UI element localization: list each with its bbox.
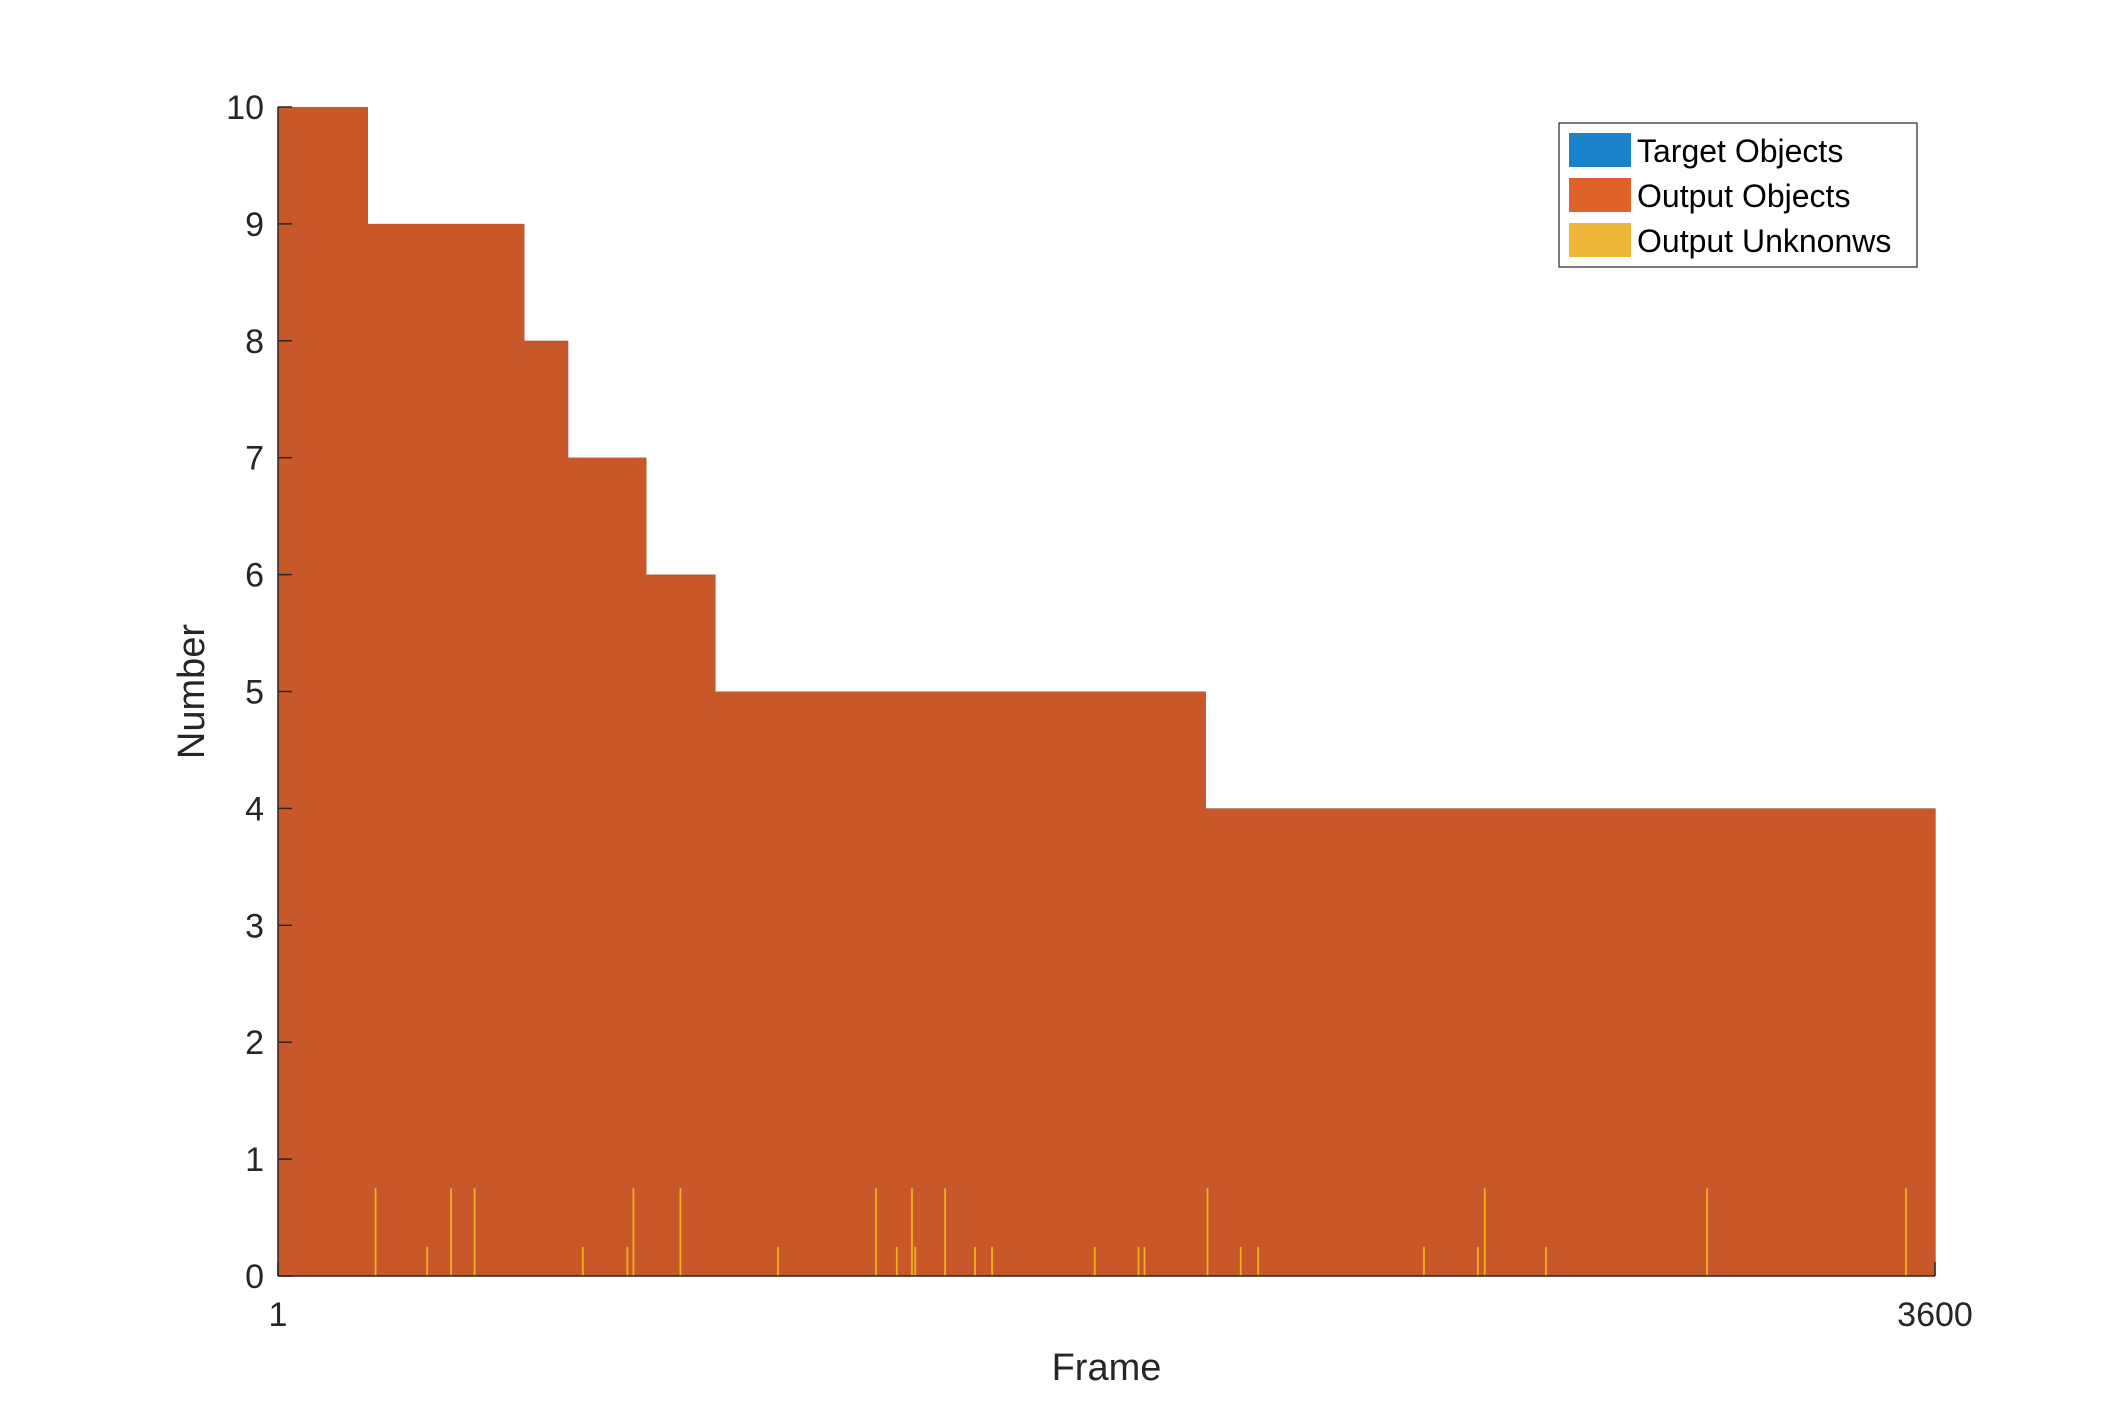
unknown-spike-3	[473, 1188, 476, 1276]
legend-label-1: Output Objects	[1637, 178, 1850, 214]
y-tick-label: 3	[245, 907, 264, 945]
y-tick-label: 0	[245, 1258, 264, 1296]
unknown-spike-17	[1137, 1246, 1140, 1276]
unknown-spike-9	[875, 1188, 877, 1276]
unknown-spike-4	[581, 1246, 584, 1276]
unknown-spike-20	[1239, 1246, 1242, 1276]
bar-output-objects-2	[523, 340, 569, 1276]
bar-output-objects-4	[645, 574, 716, 1276]
bar-output-objects-0	[278, 107, 368, 1276]
x-tick-label: 1	[269, 1296, 288, 1334]
unknown-spike-26	[1706, 1188, 1708, 1276]
unknown-spike-13	[944, 1188, 947, 1276]
y-tick-label: 8	[245, 323, 264, 361]
unknown-spike-6	[632, 1188, 635, 1276]
unknown-spike-27	[1905, 1188, 1907, 1276]
y-tick-label: 6	[245, 557, 264, 595]
y-tick-label: 10	[226, 89, 264, 127]
unknown-spike-19	[1206, 1188, 1209, 1276]
unknown-spike-11	[911, 1188, 913, 1276]
unknown-spike-12	[914, 1246, 917, 1276]
bar-output-objects-3	[567, 457, 647, 1276]
legend-swatch-0	[1569, 133, 1631, 167]
unknown-spike-7	[679, 1188, 682, 1276]
unknown-spike-14	[974, 1246, 976, 1276]
x-tick-label: 3600	[1897, 1296, 1973, 1334]
legend-label-0: Target Objects	[1637, 133, 1843, 169]
y-tick-label: 1	[245, 1141, 264, 1179]
y-tick-label: 4	[245, 790, 264, 828]
legend: Target Objects Output Objects Output Unkno…	[1558, 122, 1918, 268]
unknown-spike-16	[1093, 1246, 1096, 1276]
unknown-spike-0	[374, 1188, 377, 1276]
x-axis: 1 3600	[269, 1262, 1973, 1334]
legend-swatch-1	[1569, 178, 1631, 212]
x-axis-label: Frame	[1052, 1347, 1162, 1389]
y-tick-label: 7	[245, 440, 264, 478]
unknown-spike-2	[450, 1188, 453, 1276]
unknown-spike-10	[895, 1246, 898, 1276]
y-tick-label: 5	[245, 674, 264, 712]
bar-output-objects-1	[367, 223, 525, 1276]
unknown-spike-22	[1423, 1246, 1425, 1276]
unknown-spike-23	[1476, 1246, 1479, 1276]
y-tick-label: 2	[245, 1024, 264, 1062]
unknown-spike-8	[777, 1246, 779, 1276]
unknown-spike-18	[1143, 1246, 1146, 1276]
unknown-spike-24	[1483, 1188, 1486, 1276]
y-axis: 0 1 2 3 4 5 6 7 8 9 10	[226, 89, 292, 1296]
legend-label-2: Output Unknonws	[1637, 223, 1891, 259]
unknown-spike-1	[426, 1246, 429, 1276]
unknown-spike-21	[1257, 1246, 1260, 1276]
y-tick-label: 9	[245, 206, 264, 244]
unknown-spike-15	[991, 1246, 993, 1276]
legend-swatch-2	[1569, 223, 1631, 257]
unknown-spike-5	[626, 1246, 629, 1276]
bar-output-objects-5	[714, 691, 1206, 1276]
y-axis-label: Number	[171, 624, 213, 759]
unknown-spike-25	[1545, 1246, 1547, 1276]
bar-output-objects-6	[1205, 808, 1936, 1276]
plot-area	[278, 107, 1936, 1276]
